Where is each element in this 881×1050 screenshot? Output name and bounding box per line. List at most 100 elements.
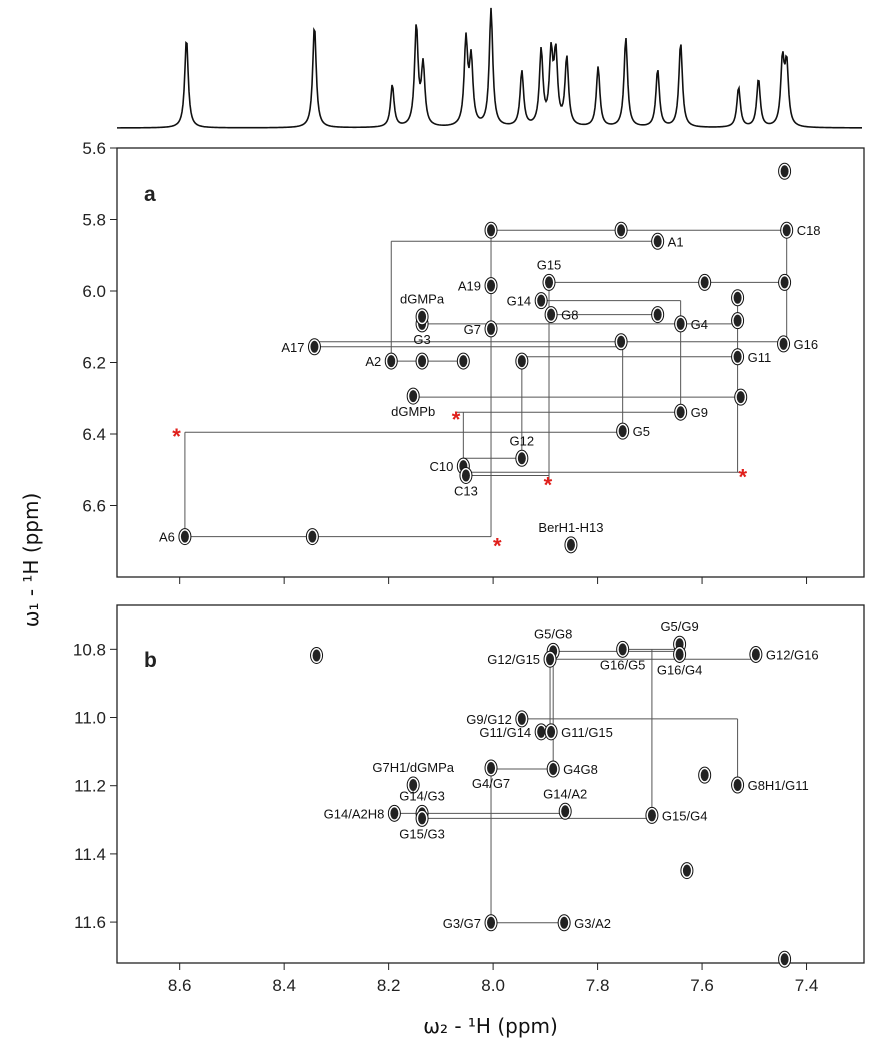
cross-peak-core xyxy=(418,355,427,368)
asterisk: * xyxy=(739,464,748,489)
cross-peak-core xyxy=(310,340,319,353)
x-tick-label: 7.6 xyxy=(690,976,714,995)
cross-peak-core xyxy=(312,649,321,662)
panel: b 10.8 11.0 11.2 11.4 11.6 8.6 8.4 8.2 8.0 7.8 7.6 7… xyxy=(73,604,865,1038)
peak-label: G12/G16 xyxy=(766,647,819,662)
peak-label: G14/A2H8 xyxy=(324,806,385,821)
cross-peak-core xyxy=(487,322,496,335)
peak-label: G16 xyxy=(794,337,819,352)
cross-peak-core xyxy=(308,530,317,543)
cross-peak-core xyxy=(700,769,709,782)
peak-label: A2 xyxy=(365,354,381,369)
cross-peak-core xyxy=(733,350,742,363)
peak-label: G4 xyxy=(691,317,708,332)
cross-peak-core xyxy=(387,355,396,368)
cross-peak-core xyxy=(779,337,788,350)
cross-peak-core xyxy=(560,916,569,929)
cross-peak-core xyxy=(517,355,526,368)
y-tick-label: 6.6 xyxy=(82,497,106,516)
peak-label: G16/G5 xyxy=(600,657,646,672)
cross-peak-core xyxy=(676,317,685,330)
cross-peak-core xyxy=(733,291,742,304)
peak-label: G3 xyxy=(413,332,430,347)
cross-peak-core xyxy=(675,648,684,661)
cross-peak-core xyxy=(409,390,418,403)
cross-peak-core xyxy=(180,530,189,543)
peak-label: G16/G4 xyxy=(657,662,703,677)
peak-label: A17 xyxy=(281,340,304,355)
y-tick-label: 11.2 xyxy=(74,777,106,796)
cross-peak-core xyxy=(733,314,742,327)
asterisk: * xyxy=(493,534,502,559)
peak-label: dGMPa xyxy=(400,292,445,307)
x-tick-label: 7.8 xyxy=(586,976,610,995)
spectrum-trace xyxy=(117,7,862,129)
y-tick-label: 6.0 xyxy=(82,282,106,301)
y-tick-label: 11.0 xyxy=(74,709,106,728)
x-tick-label: 8.6 xyxy=(168,976,192,995)
peak-label: A6 xyxy=(159,530,175,545)
peak-label: G14 xyxy=(507,294,532,309)
cross-peak-core xyxy=(653,235,662,248)
x-tick-label: 8.4 xyxy=(272,976,296,995)
cross-peak-core xyxy=(733,779,742,792)
cross-peak-core xyxy=(780,276,789,289)
peak-label: G4G8 xyxy=(563,762,598,777)
plot-frame xyxy=(116,604,865,964)
peak-label: A1 xyxy=(668,234,684,249)
peak-label: dGMPb xyxy=(391,404,435,419)
peak-label: G7H1/dGMPa xyxy=(372,760,454,775)
peak-label: BerH1-H13 xyxy=(538,520,603,535)
cross-peak-core xyxy=(418,310,427,323)
y-tick-label: 6.4 xyxy=(82,425,106,444)
cross-peak-core xyxy=(409,779,418,792)
peak-label: G5/G9 xyxy=(660,619,698,634)
peak-label: G4/G7 xyxy=(472,776,510,791)
peak-label: G3/G7 xyxy=(443,916,481,931)
cross-peak-core xyxy=(549,762,558,775)
cross-peak-core xyxy=(461,469,470,482)
peak-label: G11/G14 xyxy=(479,725,531,740)
cross-peak-core xyxy=(676,406,685,419)
x-tick-label: 8.2 xyxy=(377,976,401,995)
y-tick-label: 11.4 xyxy=(74,845,106,864)
peak-label: C10 xyxy=(429,459,453,474)
x-tick-label: 7.4 xyxy=(795,976,819,995)
peak-label: C18 xyxy=(797,223,821,238)
peak-label: G5 xyxy=(633,424,650,439)
cross-peak-core xyxy=(547,308,556,321)
asterisk: * xyxy=(172,424,181,449)
cross-peak-core xyxy=(618,643,627,656)
panel-label: b xyxy=(144,649,157,672)
cross-peak-core xyxy=(537,294,546,307)
cross-peak-core xyxy=(537,725,546,738)
cross-peak-core xyxy=(517,712,526,725)
cross-peak-core xyxy=(751,648,760,661)
peak-label: G12 xyxy=(510,433,535,448)
cross-peak-core xyxy=(617,224,626,237)
cross-peak-core xyxy=(561,805,570,818)
cross-peak-core xyxy=(487,761,496,774)
cross-peak-core xyxy=(390,807,399,820)
cross-peak-core xyxy=(487,224,496,237)
x-tick-label: 8.0 xyxy=(481,976,505,995)
cross-peak-core xyxy=(653,308,662,321)
peak-label: G12/G15 xyxy=(487,652,540,667)
peak-label: G5/G8 xyxy=(534,626,572,641)
peak-label: G8 xyxy=(561,308,578,323)
cross-peak-core xyxy=(618,425,627,438)
y-tick-label: 5.8 xyxy=(82,211,106,230)
cross-peak-core xyxy=(736,391,745,404)
panel: a 5.6 5.8 6.0 6.2 6.4 6.6 A1 C18 A19 G15 G14 G8 G16 G3… xyxy=(82,139,865,584)
y-axis-title: ω₁ - ¹H (ppm) xyxy=(19,493,43,628)
y-tick-label: 11.6 xyxy=(74,913,106,932)
peak-label: G15/G4 xyxy=(662,808,708,823)
peak-label: G9/G12 xyxy=(466,712,512,727)
panel-label: a xyxy=(144,183,156,206)
y-tick-label: 5.6 xyxy=(82,139,106,158)
peak-label: G15 xyxy=(537,257,562,272)
peak-label: G14/G3 xyxy=(399,788,445,803)
peak-label: G3/A2 xyxy=(574,916,611,931)
cross-peak-core xyxy=(546,653,555,666)
cross-peak-core xyxy=(418,812,427,825)
